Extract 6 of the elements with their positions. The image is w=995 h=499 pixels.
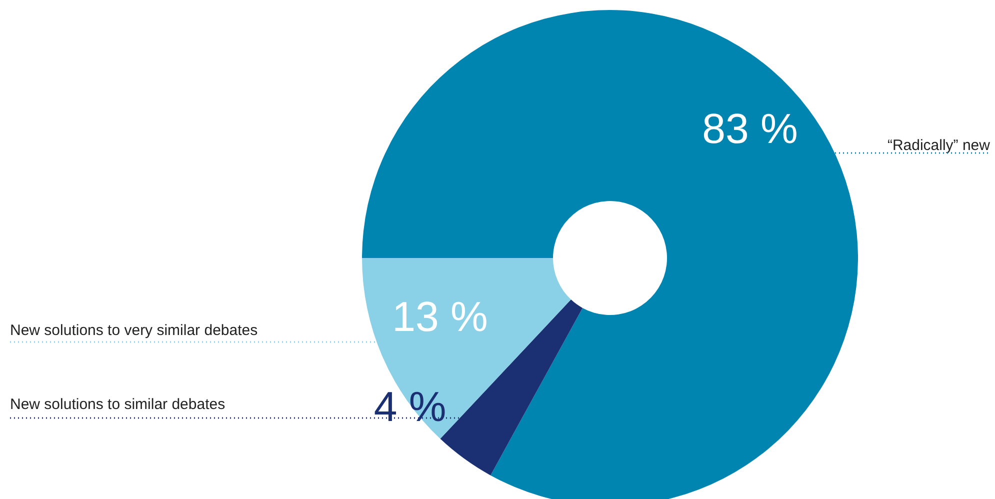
slice-label: New solutions to very similar debates xyxy=(10,322,258,339)
slice-label: New solutions to similar debates xyxy=(10,396,226,413)
slice-label: “Radically” new xyxy=(887,137,990,154)
data-label: 13 % xyxy=(392,293,488,340)
data-label: 83 % xyxy=(702,105,798,152)
data-label: 4 % xyxy=(374,383,446,430)
